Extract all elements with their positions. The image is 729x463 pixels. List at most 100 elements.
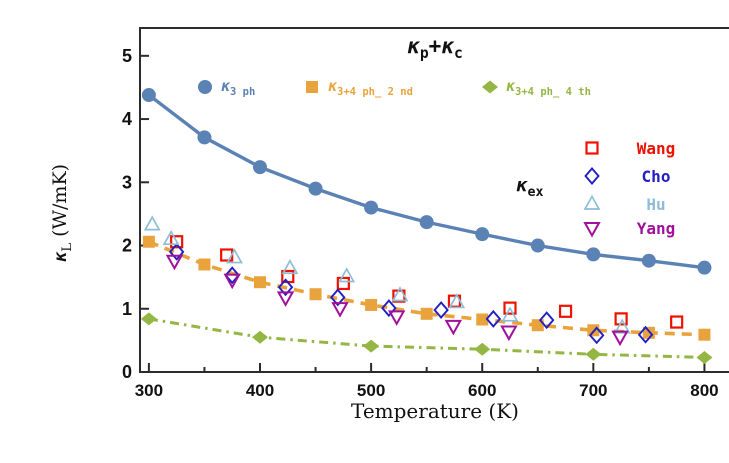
plot-frame <box>139 27 729 373</box>
marker-open-square <box>503 301 517 315</box>
triangle-down-icon <box>583 222 601 238</box>
marker-square <box>306 81 318 93</box>
marker-triangle-up <box>613 318 631 334</box>
marker-diamond <box>252 330 268 344</box>
marker-triangle-down <box>500 325 518 342</box>
plot-canvas: 300 400 500 600 700 800 0 1 2 3 4 5 <box>122 27 729 400</box>
marker-open-square <box>170 235 184 249</box>
marker-open-square <box>670 315 684 329</box>
x-tick-label: 400 <box>246 381 274 400</box>
marker-open-diamond <box>584 167 600 185</box>
title-kappa-c: κ <box>441 34 454 58</box>
title-plus: + <box>428 34 442 58</box>
marker-diamond <box>474 342 491 356</box>
marker-diamond <box>696 350 713 364</box>
marker-triangle-up <box>338 267 356 283</box>
marker-square <box>420 307 433 320</box>
marker-open-diamond <box>277 278 294 297</box>
y-tick-label: 2 <box>122 236 132 256</box>
marker-square <box>142 235 155 248</box>
triangle-up-icon <box>583 194 601 210</box>
marker-open-square <box>558 304 573 318</box>
marker-diamond <box>482 80 498 94</box>
marker-triangle-up <box>225 248 243 264</box>
marker-open-diamond <box>224 266 240 285</box>
marker-triangle-down <box>276 291 295 307</box>
marker-triangle-down <box>444 319 463 336</box>
y-axis-label: κL (W/mK) <box>49 164 75 262</box>
marker-triangle-up <box>391 286 409 302</box>
marker-triangle-up <box>143 215 161 231</box>
marker-circle <box>197 130 212 145</box>
marker-open-square <box>336 276 350 291</box>
x-axis-label: Temperature (K) <box>351 399 519 423</box>
title-kappa-p: κ <box>407 34 420 58</box>
legend-entry-1: κ3 ph <box>196 77 256 98</box>
legend-marker <box>198 80 212 94</box>
y-tick-label: 0 <box>122 362 132 382</box>
exp-series-name: Yang <box>636 218 676 238</box>
legend-subscript: 3+4 ph_ 4 th <box>515 85 591 98</box>
legend-entry-2: κ3+4 ph_ 2 nd <box>303 77 413 98</box>
legend-marker <box>482 80 498 94</box>
legend-entry-cho: Cho <box>582 164 696 188</box>
marker-triangle-down <box>223 273 241 290</box>
marker-circle <box>308 181 323 196</box>
kappa-ex-label: κex <box>516 174 543 200</box>
y-label-sub: L <box>59 242 75 252</box>
marker-square <box>476 313 489 326</box>
legend-entry-3: κ3+4 ph_ 4 th <box>481 77 591 98</box>
legend-kappa: κ <box>328 76 338 95</box>
x-tick-label: 700 <box>579 381 607 400</box>
marker-circle <box>475 227 490 242</box>
legend-subscript: 3 ph <box>230 85 256 98</box>
marker-open-square <box>220 248 234 262</box>
marker-square <box>698 328 711 341</box>
exp-series-name: Wang <box>636 138 676 158</box>
legend-entry-hu: Hu <box>582 192 696 216</box>
marker-open-diamond <box>381 299 397 318</box>
marker-circle <box>419 215 434 230</box>
marker-circle <box>530 238 545 253</box>
title-sub-c: c <box>453 45 463 63</box>
marker-circle <box>641 253 656 268</box>
marker-open-square <box>585 141 599 155</box>
marker-circle <box>364 200 379 215</box>
marker-circle <box>697 260 712 275</box>
legend-marker <box>306 81 318 93</box>
marker-diamond <box>363 339 380 353</box>
marker-triangle-down <box>387 310 406 326</box>
marker-square <box>365 298 378 311</box>
marker-diamond <box>140 312 157 326</box>
y-tick-label: 1 <box>122 299 132 319</box>
legend-entry-yang: Yang <box>582 216 696 240</box>
marker-open-diamond <box>485 309 502 328</box>
marker-open-diamond <box>588 326 605 345</box>
x-tick-label: 800 <box>690 381 718 400</box>
marker-triangle-up <box>448 293 466 309</box>
marker-diamond <box>585 347 602 361</box>
exp-series-name: Cho <box>641 166 671 186</box>
legend-label: κ3+4 ph_ 2 nd <box>328 77 413 98</box>
marker-triangle-up <box>281 259 299 275</box>
marker-circle <box>586 247 601 262</box>
marker-square <box>198 258 211 271</box>
marker-square <box>254 276 266 289</box>
marker-open-square <box>614 312 628 326</box>
y-label-unit: (W/mK) <box>49 163 72 243</box>
exp-series-name: Hu <box>646 194 666 214</box>
kex-kappa: κ <box>516 174 528 196</box>
y-tick-label: 4 <box>122 109 132 129</box>
marker-square <box>309 288 322 301</box>
marker-triangle-up <box>501 306 519 322</box>
marker-open-diamond <box>538 311 555 330</box>
open-square-icon <box>585 141 599 155</box>
marker-circle <box>198 80 212 94</box>
y-tick-label: 5 <box>122 46 132 66</box>
open-diamond-icon <box>584 167 600 185</box>
marker-open-diamond <box>168 242 185 261</box>
x-tick-label: 500 <box>357 381 385 400</box>
y-label-kappa: κ <box>51 251 72 263</box>
y-tick-label: 3 <box>122 172 132 192</box>
marker-triangle-down <box>583 222 601 238</box>
